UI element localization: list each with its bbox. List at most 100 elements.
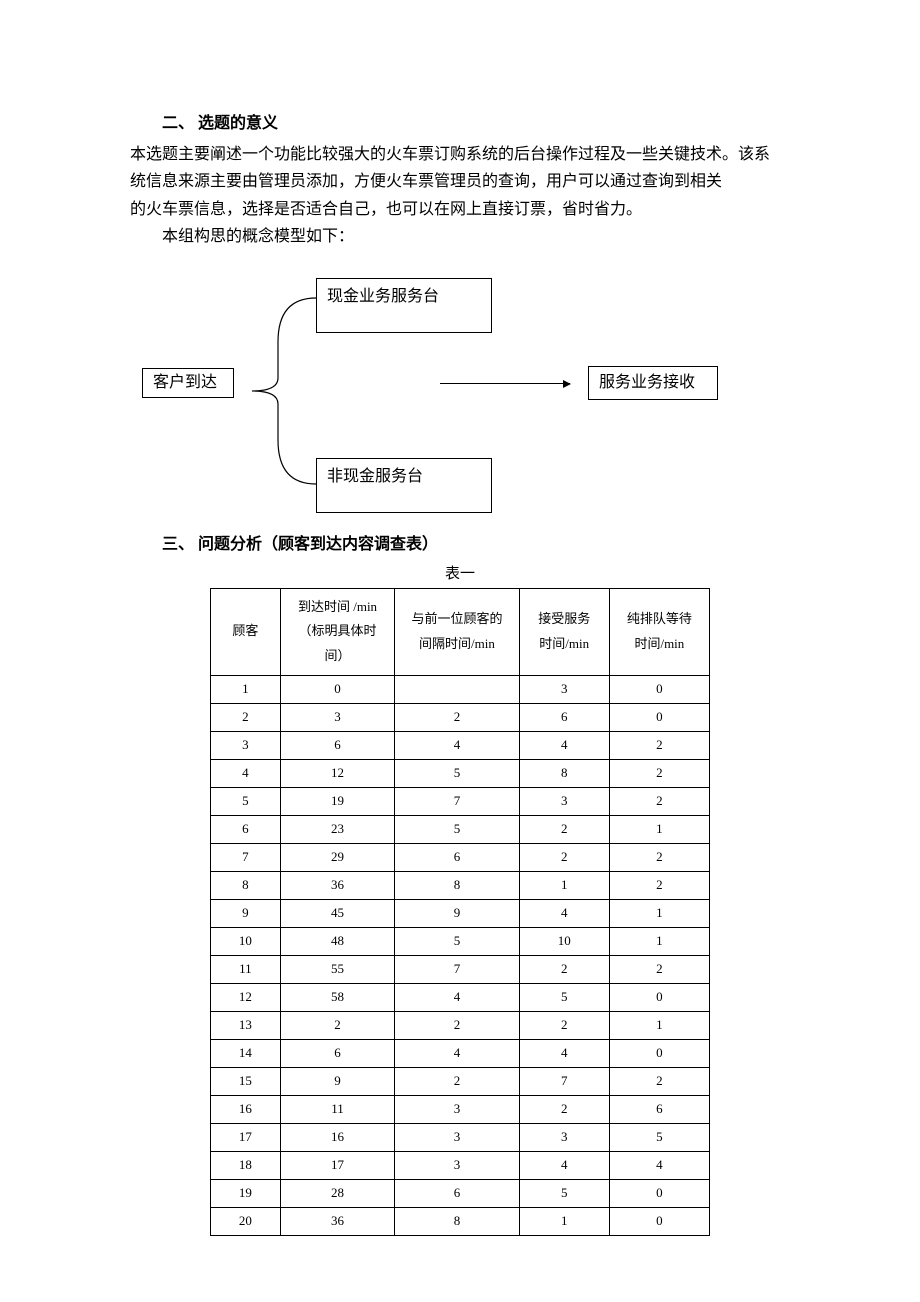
- table-cell: 36: [280, 1207, 394, 1235]
- col-header-service: 接受服务时间/min: [519, 588, 609, 675]
- table-cell: 10: [519, 927, 609, 955]
- table-cell: 9: [395, 899, 519, 927]
- table-cell: 2: [280, 1011, 394, 1039]
- table-row: 519732: [211, 787, 710, 815]
- table-cell: 0: [609, 675, 709, 703]
- col-header-customer: 顾客: [211, 588, 281, 675]
- table-cell: 9: [280, 1067, 394, 1095]
- table-cell: 28: [280, 1179, 394, 1207]
- table-cell: 8: [395, 1207, 519, 1235]
- table-cell: 19: [211, 1179, 281, 1207]
- table-cell: 4: [211, 759, 281, 787]
- table-row: 836812: [211, 871, 710, 899]
- table-cell: 5: [395, 759, 519, 787]
- table-cell: 48: [280, 927, 394, 955]
- table-cell: 5: [211, 787, 281, 815]
- table-cell: 3: [519, 675, 609, 703]
- table-cell: 2: [609, 843, 709, 871]
- table-cell: 8: [519, 759, 609, 787]
- diagram-arrow: [440, 383, 570, 384]
- col-header-wait: 纯排队等待时间/min: [609, 588, 709, 675]
- table-cell: 2: [395, 1067, 519, 1095]
- table-cell: 15: [211, 1067, 281, 1095]
- table-cell: 10: [211, 927, 281, 955]
- section2-line4: 本组构思的概念模型如下：: [130, 223, 790, 250]
- table-cell: 9: [211, 899, 281, 927]
- section2-line2: 统信息来源主要由管理员添加，方便火车票管理员的查询，用户可以通过查询到相关: [130, 168, 790, 195]
- table-cell: 1: [609, 927, 709, 955]
- table-cell: 12: [211, 983, 281, 1011]
- table-cell: 5: [609, 1123, 709, 1151]
- table-row: 146440: [211, 1039, 710, 1067]
- table-cell: 0: [280, 675, 394, 703]
- node-receive-label: 服务业务接收: [599, 369, 695, 396]
- table-row: 1716335: [211, 1123, 710, 1151]
- table-row: 159272: [211, 1067, 710, 1095]
- table-cell: 6: [519, 703, 609, 731]
- table-cell: 17: [280, 1151, 394, 1179]
- table-cell: 7: [395, 955, 519, 983]
- table-cell: 2: [609, 871, 709, 899]
- table-row: 1155722: [211, 955, 710, 983]
- table-row: 10485101: [211, 927, 710, 955]
- table-cell: 6: [609, 1095, 709, 1123]
- table-cell: 4: [609, 1151, 709, 1179]
- section3-heading: 三、 问题分析（顾客到达内容调查表）: [130, 531, 790, 558]
- table-cell: 2: [211, 703, 281, 731]
- table-cell: 55: [280, 955, 394, 983]
- table-cell: 2: [519, 1095, 609, 1123]
- table-row: 945941: [211, 899, 710, 927]
- survey-table: 顾客 到达时间 /min（标明具体时间） 与前一位顾客的间隔时间/min 接受服…: [210, 588, 710, 1236]
- table-row: 36442: [211, 731, 710, 759]
- table-cell: 4: [519, 899, 609, 927]
- table-cell: 8: [395, 871, 519, 899]
- table-row: 623521: [211, 815, 710, 843]
- table-cell: 5: [519, 1179, 609, 1207]
- table-cell: 4: [519, 1151, 609, 1179]
- table-cell: 3: [395, 1123, 519, 1151]
- table-cell: 36: [280, 871, 394, 899]
- section2-line3: 的火车票信息，选择是否适合自己，也可以在网上直接订票，省时省力。: [130, 196, 790, 223]
- table-cell: 0: [609, 703, 709, 731]
- table-cell: 0: [609, 1207, 709, 1235]
- table-row: 1928650: [211, 1179, 710, 1207]
- table-row: 132221: [211, 1011, 710, 1039]
- table-cell: 11: [280, 1095, 394, 1123]
- table-cell: 20: [211, 1207, 281, 1235]
- table-cell: 16: [280, 1123, 394, 1151]
- table-cell: 0: [609, 983, 709, 1011]
- table-cell: 2: [519, 955, 609, 983]
- diagram-brace: [240, 292, 316, 490]
- col-header-interval: 与前一位顾客的间隔时间/min: [395, 588, 519, 675]
- table-cell: 1: [609, 1011, 709, 1039]
- node-cash-label: 现金业务服务台: [327, 283, 439, 310]
- table-cell: 8: [211, 871, 281, 899]
- table-cell: 2: [395, 1011, 519, 1039]
- table-body: 1030232603644241258251973262352172962283…: [211, 675, 710, 1235]
- table-cell: 4: [395, 1039, 519, 1067]
- node-noncash-label: 非现金服务台: [327, 463, 423, 490]
- table-title: 表一: [130, 562, 790, 588]
- table-row: 23260: [211, 703, 710, 731]
- table-cell: 2: [609, 759, 709, 787]
- table-cell: 1: [609, 815, 709, 843]
- table-cell: 14: [211, 1039, 281, 1067]
- table-cell: 1: [211, 675, 281, 703]
- node-arrive-label: 客户到达: [153, 369, 217, 396]
- table-cell: 2: [519, 1011, 609, 1039]
- table-cell: 23: [280, 815, 394, 843]
- table-cell: 3: [280, 703, 394, 731]
- table-cell: 3: [519, 1123, 609, 1151]
- table-cell: 6: [280, 1039, 394, 1067]
- table-cell: 4: [519, 731, 609, 759]
- table-cell: 2: [519, 815, 609, 843]
- table-cell: 0: [609, 1179, 709, 1207]
- node-noncash-desk: 非现金服务台: [316, 458, 492, 513]
- table-cell: 58: [280, 983, 394, 1011]
- table-cell: 3: [211, 731, 281, 759]
- concept-diagram: 客户到达 现金业务服务台 非现金服务台 服务业务接收: [130, 268, 790, 513]
- table-header-row: 顾客 到达时间 /min（标明具体时间） 与前一位顾客的间隔时间/min 接受服…: [211, 588, 710, 675]
- table-cell: 7: [395, 787, 519, 815]
- table-cell: 2: [609, 731, 709, 759]
- table-cell: 6: [395, 1179, 519, 1207]
